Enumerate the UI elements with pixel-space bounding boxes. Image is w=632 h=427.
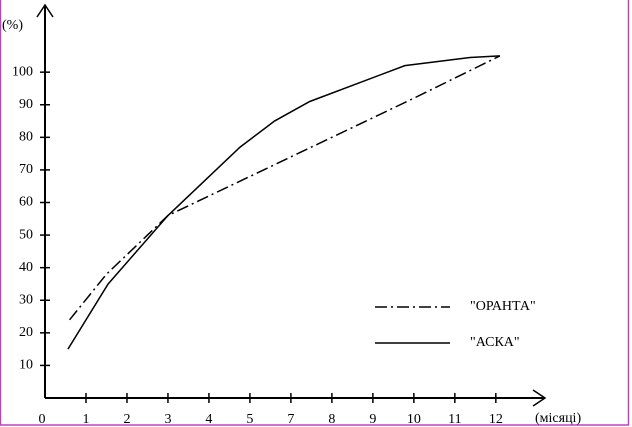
x-tick-label: 11 bbox=[448, 412, 461, 427]
y-tick-label: 40 bbox=[19, 260, 33, 275]
y-tick-label: 50 bbox=[19, 227, 33, 242]
series-line bbox=[67, 55, 500, 350]
y-tick-label: 30 bbox=[19, 292, 33, 307]
y-tick-label: 70 bbox=[19, 162, 33, 177]
x-tick-label: 4 bbox=[205, 412, 212, 427]
y-arrow bbox=[36, 3, 54, 18]
x-tick-label: 1 bbox=[82, 412, 89, 427]
y-tick-label: 100 bbox=[12, 64, 33, 79]
x-tick-label: 8 bbox=[328, 412, 335, 427]
x-tick-label: 5 bbox=[246, 412, 253, 427]
y-tick-label: 20 bbox=[19, 325, 33, 340]
legend-label: "АСКА" bbox=[470, 335, 520, 350]
x-tick-label: 3 bbox=[164, 412, 171, 427]
y-tick-label: 80 bbox=[19, 130, 33, 145]
x-tick-label: 12 bbox=[489, 412, 503, 427]
legend-label: "ОРАНТА" bbox=[470, 299, 536, 314]
y-axis-label: (%) bbox=[2, 18, 23, 33]
x-axis-label: (місяці) bbox=[535, 411, 581, 426]
series-line bbox=[69, 55, 501, 321]
y-tick-label: 10 bbox=[19, 358, 33, 373]
x-tick-label: 10 bbox=[407, 412, 421, 427]
x-arrow bbox=[532, 389, 547, 407]
x-tick-label: 7 bbox=[287, 412, 294, 427]
x-tick-label: 2 bbox=[123, 412, 130, 427]
y-tick-label: 60 bbox=[19, 195, 33, 210]
y-tick-label: 90 bbox=[19, 97, 33, 112]
x-tick-label: 0 bbox=[39, 412, 46, 427]
x-tick-label: 9 bbox=[369, 412, 376, 427]
